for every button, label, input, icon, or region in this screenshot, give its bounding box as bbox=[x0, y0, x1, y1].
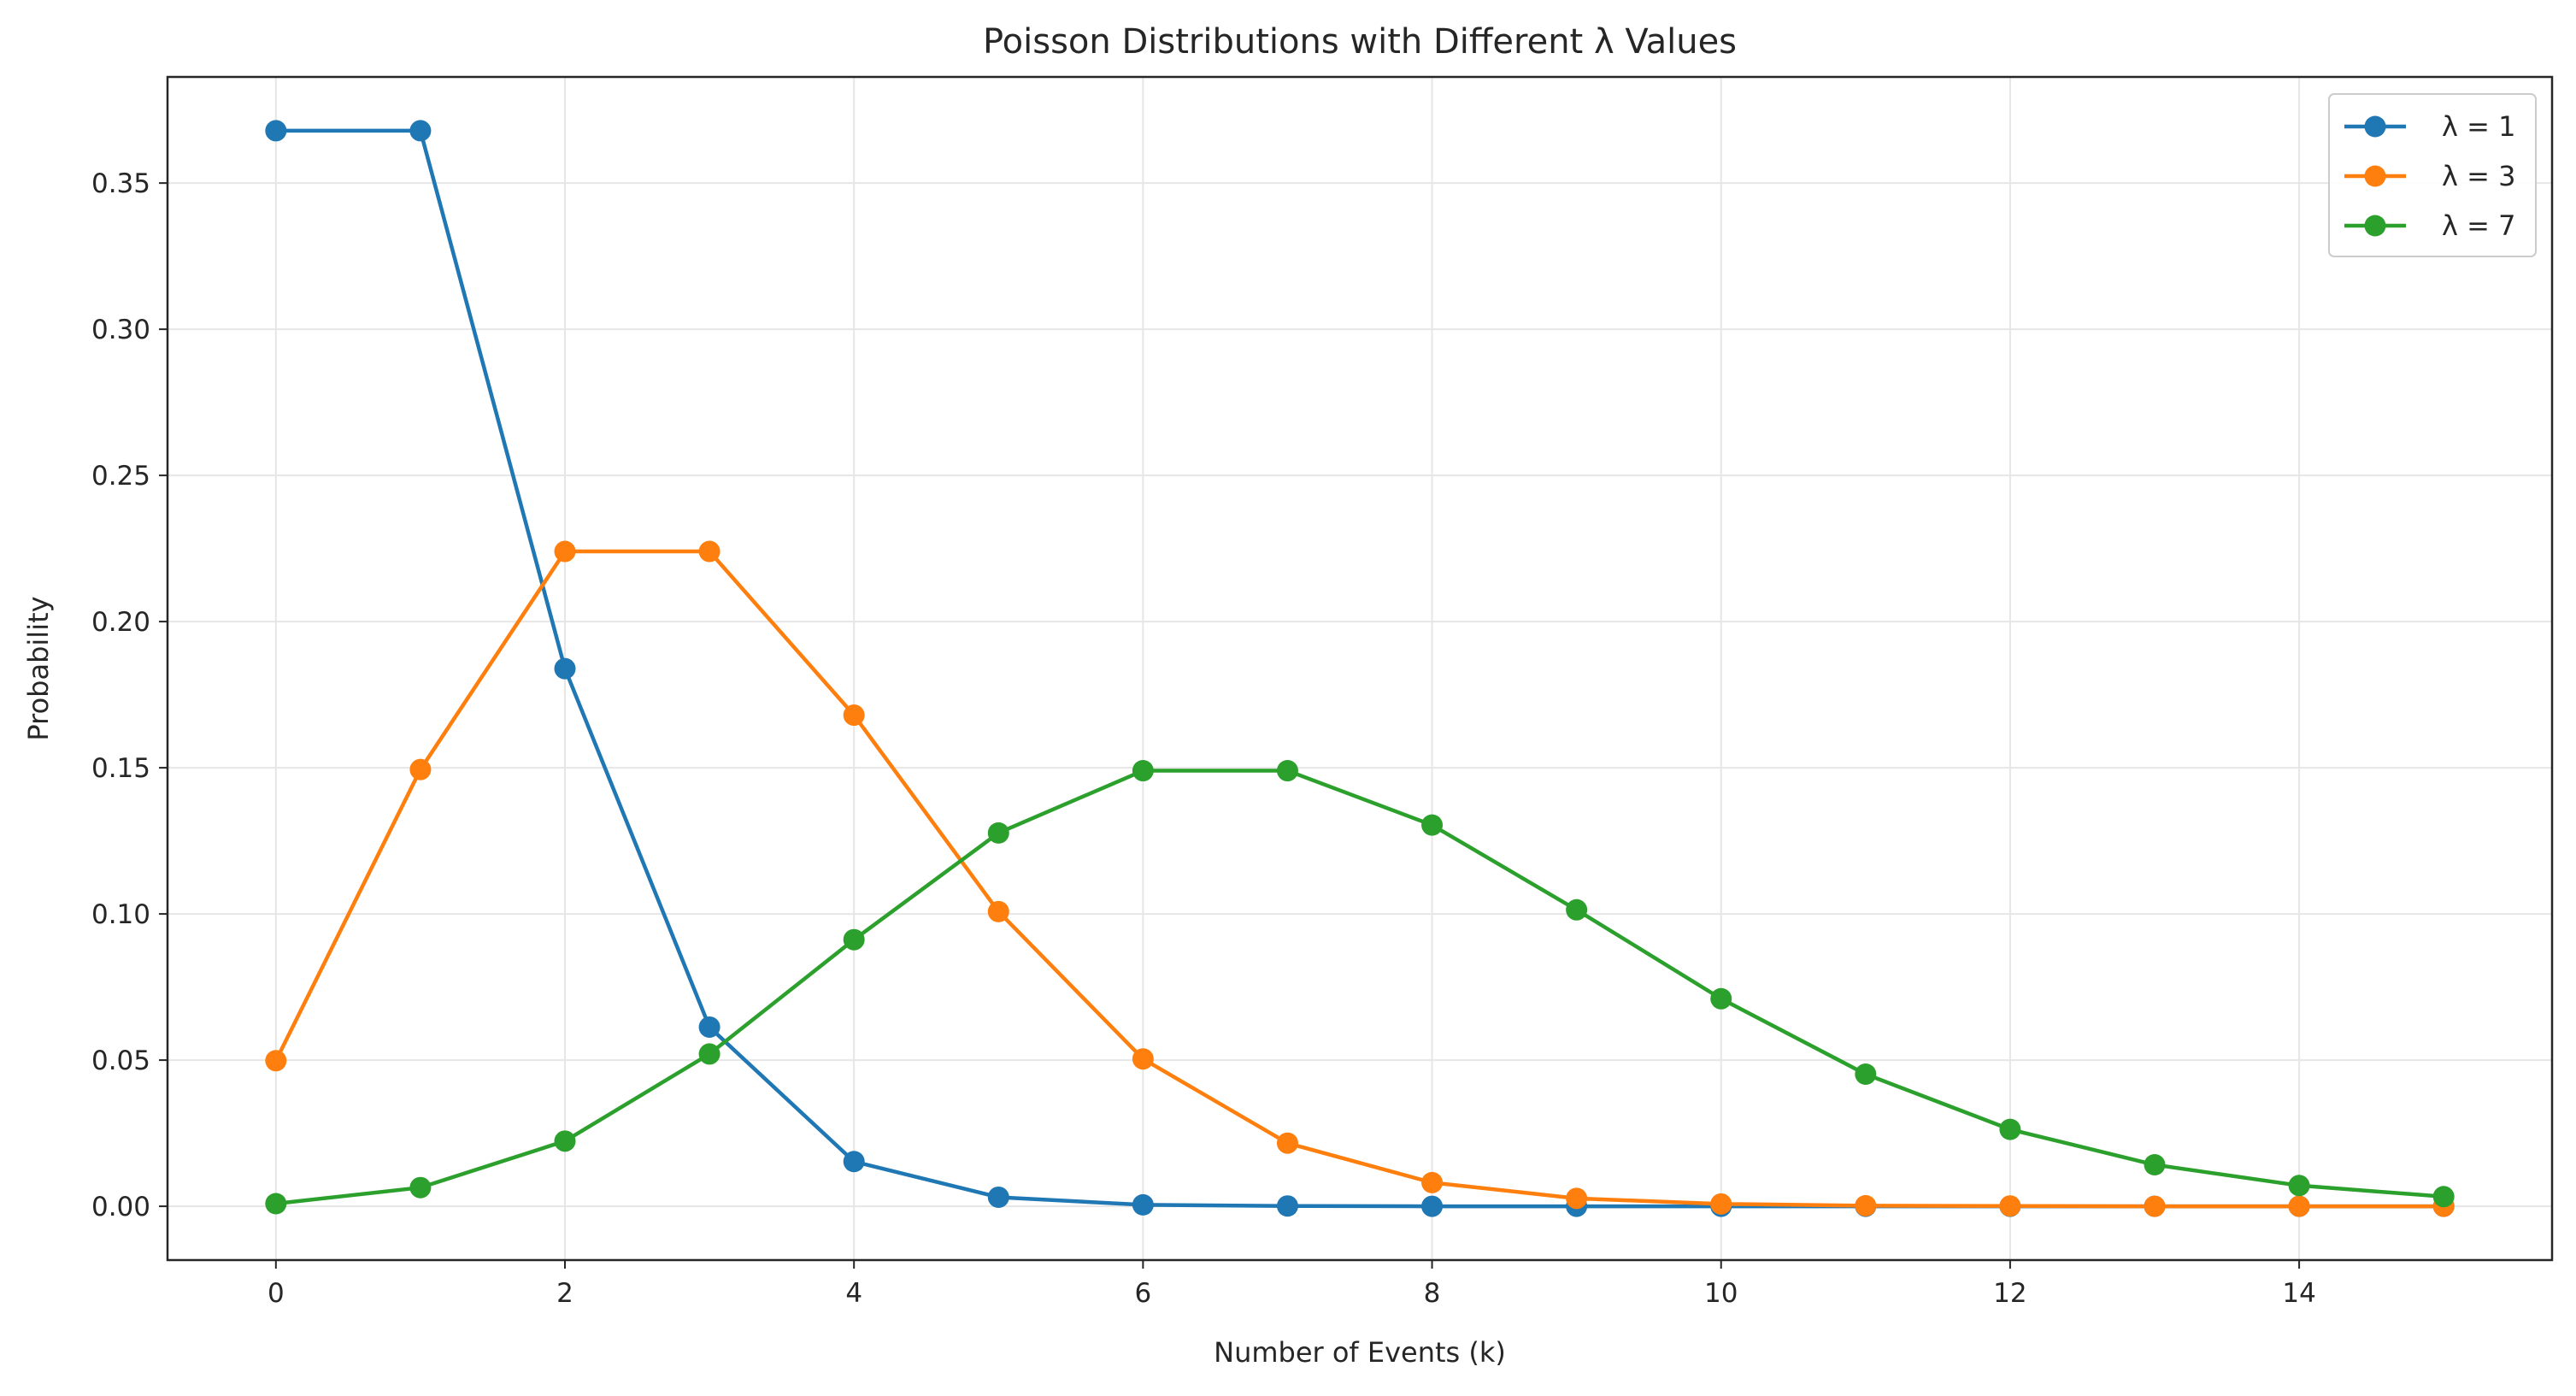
data-point bbox=[698, 1043, 720, 1065]
data-point bbox=[843, 1151, 865, 1173]
data-point bbox=[1566, 898, 1588, 921]
legend-item: λ = 7 bbox=[2344, 209, 2515, 242]
legend-label: λ = 3 bbox=[2442, 160, 2515, 192]
data-point bbox=[1132, 1048, 1154, 1070]
data-point bbox=[1710, 1193, 1732, 1215]
data-point bbox=[2432, 1186, 2455, 1208]
data-point bbox=[2144, 1154, 2166, 1176]
data-point bbox=[987, 1186, 1009, 1208]
x-tick-label: 8 bbox=[1424, 1278, 1441, 1309]
data-point bbox=[698, 540, 720, 563]
y-tick-label: 0.20 bbox=[91, 607, 150, 638]
y-tick-label: 0.35 bbox=[91, 168, 150, 199]
data-point bbox=[843, 928, 865, 951]
legend-item: λ = 1 bbox=[2344, 110, 2515, 143]
y-tick-label: 0.30 bbox=[91, 315, 150, 345]
legend-item: λ = 3 bbox=[2344, 160, 2515, 192]
data-point bbox=[554, 1130, 576, 1152]
data-point bbox=[265, 120, 287, 142]
plot-frame bbox=[166, 75, 2554, 1262]
data-point bbox=[1999, 1118, 2021, 1140]
tick-layer: 0 2 4 6 8 10 12 14 0.00 0.05 0.10 0.15 0.20 0.25 0.30 0… bbox=[91, 168, 2316, 1309]
legend-marker bbox=[2364, 165, 2386, 187]
y-tick-label: 0.15 bbox=[91, 753, 150, 784]
y-tick-label: 0.05 bbox=[91, 1046, 150, 1076]
data-point bbox=[409, 1176, 432, 1199]
data-point bbox=[1855, 1194, 1877, 1216]
legend-marker bbox=[2364, 115, 2386, 138]
x-tick-label: 2 bbox=[556, 1278, 573, 1309]
data-point bbox=[1276, 1195, 1298, 1217]
x-tick-label: 10 bbox=[1704, 1278, 1738, 1309]
data-point bbox=[1421, 814, 1444, 836]
data-point bbox=[987, 900, 1009, 922]
data-point bbox=[1855, 1063, 1877, 1085]
y-tick-label: 0.10 bbox=[91, 899, 150, 930]
x-axis-label: Number of Events (k) bbox=[1214, 1336, 1506, 1369]
data-point bbox=[987, 822, 1009, 844]
data-point bbox=[1710, 987, 1732, 1010]
data-point bbox=[698, 1016, 720, 1038]
legend-marker bbox=[2364, 215, 2386, 237]
series-line bbox=[275, 769, 2444, 1206]
data-point bbox=[1421, 1171, 1444, 1193]
data-point bbox=[2288, 1195, 2310, 1217]
data-point bbox=[843, 704, 865, 727]
data-point bbox=[1999, 1195, 2021, 1217]
series-3 bbox=[265, 760, 2455, 1215]
x-tick-label: 6 bbox=[1134, 1278, 1151, 1309]
data-point bbox=[265, 1193, 287, 1215]
legend-label: λ = 7 bbox=[2442, 209, 2515, 242]
data-point bbox=[2144, 1195, 2166, 1217]
data-point bbox=[409, 758, 432, 780]
data-point bbox=[1276, 760, 1298, 782]
series-layer bbox=[265, 120, 2455, 1217]
data-point bbox=[1566, 1187, 1588, 1210]
y-tick-label: 0.00 bbox=[91, 1192, 150, 1222]
series-line bbox=[273, 549, 2444, 1209]
grid-layer bbox=[168, 77, 2552, 1260]
data-point bbox=[2288, 1175, 2310, 1197]
data-point bbox=[265, 1050, 287, 1072]
x-tick-label: 0 bbox=[268, 1278, 285, 1309]
data-point bbox=[1421, 1195, 1444, 1217]
data-point bbox=[554, 657, 576, 680]
data-point bbox=[409, 120, 432, 142]
x-tick-label: 12 bbox=[1993, 1278, 2026, 1309]
x-tick-label: 4 bbox=[845, 1278, 862, 1309]
chart-title: Poisson Distributions with Different λ V… bbox=[983, 22, 1737, 62]
y-tick-label: 0.25 bbox=[91, 461, 150, 492]
data-point bbox=[1276, 1132, 1298, 1154]
x-tick-label: 14 bbox=[2282, 1278, 2315, 1309]
legend: λ = 1 λ = 3 λ = 7 bbox=[2328, 93, 2537, 257]
y-axis-label: Probability bbox=[22, 596, 55, 740]
data-point bbox=[1132, 1193, 1154, 1216]
legend-label: λ = 1 bbox=[2442, 110, 2515, 143]
data-point bbox=[554, 540, 576, 563]
data-point bbox=[1132, 760, 1154, 782]
